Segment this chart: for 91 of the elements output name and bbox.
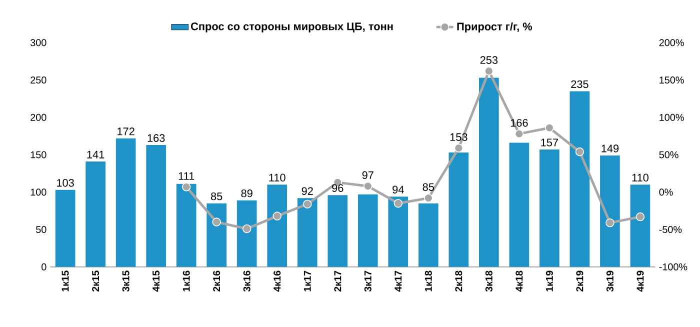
- x-tick-label: 4к15: [152, 270, 160, 292]
- x-tick-label: 1к15: [62, 270, 69, 292]
- bar: [297, 198, 318, 267]
- point: [242, 224, 252, 233]
- bar: [55, 190, 76, 267]
- data-label: 103: [57, 178, 74, 187]
- x-tick-label: 3к19: [606, 270, 614, 292]
- x-tick-label: 3к15: [122, 270, 130, 292]
- x-tick-label: 2к16: [213, 270, 220, 292]
- data-label: 149: [602, 144, 619, 152]
- y-tick-label: 250: [30, 76, 46, 84]
- data-label: 96: [332, 184, 344, 192]
- y-tick-label: 50: [36, 226, 46, 233]
- bar: [540, 149, 560, 267]
- point: [454, 143, 464, 152]
- data-label: 141: [87, 150, 104, 158]
- x-tick-label: 2к18: [455, 270, 462, 292]
- point: [636, 212, 645, 221]
- y-tick-label: 100: [30, 188, 46, 196]
- data-label: 157: [541, 138, 558, 146]
- bar: [630, 184, 650, 267]
- data-label: 89: [241, 189, 252, 197]
- data-label: 85: [422, 183, 434, 191]
- bar: [388, 196, 408, 267]
- point: [424, 194, 433, 202]
- point: [514, 129, 524, 138]
- point: [575, 147, 584, 156]
- data-label: 253: [480, 56, 498, 64]
- x-tick-label: 1к18: [424, 270, 432, 292]
- y2-tick-label: 200%: [659, 38, 684, 46]
- x-tick-label: 2к17: [334, 270, 342, 292]
- y2-tick-label: 150%: [660, 76, 684, 84]
- x-tick-label: 4к16: [274, 270, 281, 292]
- data-label: 94: [392, 186, 404, 194]
- point: [606, 218, 614, 227]
- bar: [206, 203, 227, 267]
- bar: [267, 184, 288, 267]
- legend-label: Прирост г/г, %: [457, 22, 532, 32]
- bar: [600, 155, 620, 267]
- point: [303, 200, 312, 208]
- bar: [146, 144, 166, 267]
- y2-tick-label: -100%: [659, 263, 688, 270]
- y2-tick-label: 0%: [659, 188, 673, 196]
- data-label: 163: [148, 134, 165, 142]
- bar: [176, 184, 196, 267]
- data-label: 235: [571, 80, 588, 88]
- point: [182, 182, 191, 192]
- point: [212, 217, 221, 226]
- data-label: 172: [118, 127, 134, 135]
- x-tick-label: 3к17: [364, 270, 372, 292]
- bar: [418, 203, 438, 267]
- y-tick-label: 150: [30, 151, 46, 158]
- data-label: 92: [302, 187, 313, 195]
- bar: [509, 142, 530, 267]
- x-tick-label: 3к18: [485, 270, 492, 292]
- point: [545, 123, 554, 132]
- data-label: 153: [450, 133, 468, 141]
- bar: [236, 200, 257, 267]
- point: [364, 182, 372, 190]
- y-tick-label: 0: [42, 263, 46, 270]
- data-label: 110: [632, 174, 648, 182]
- y2-tick-label: 50%: [659, 151, 678, 158]
- data-label: 110: [269, 174, 286, 182]
- data-label: 97: [362, 171, 374, 179]
- x-tick-label: 4к19: [636, 270, 644, 292]
- x-tick-label: 1к16: [182, 270, 190, 292]
- point: [394, 198, 403, 208]
- point: [484, 66, 494, 76]
- bar: [479, 78, 499, 267]
- y-tick-label: 200: [30, 114, 46, 121]
- bar: [448, 152, 469, 267]
- point: [272, 211, 282, 220]
- data-label: 85: [210, 192, 222, 200]
- x-tick-label: 1к19: [546, 270, 553, 292]
- x-tick-label: 2к19: [576, 270, 584, 292]
- x-tick-label: 4к18: [516, 270, 523, 292]
- data-label: 166: [510, 118, 528, 127]
- x-tick-label: 3к16: [243, 270, 250, 292]
- bar: [86, 161, 106, 267]
- bar: [116, 138, 136, 267]
- x-tick-label: 2к15: [92, 270, 100, 292]
- legend-label: Спрос со стороны мировых ЦБ, тонн: [190, 22, 393, 32]
- y2-tick-label: -50%: [659, 226, 682, 233]
- bar: [328, 194, 348, 267]
- x-tick-label: 4к17: [394, 270, 402, 292]
- x-tick-label: 1к17: [304, 270, 311, 292]
- y2-tick-label: 100%: [660, 114, 684, 121]
- data-label: 111: [178, 172, 194, 180]
- bar: [358, 194, 378, 267]
- bar: [570, 91, 590, 267]
- y-tick-label: 300: [30, 38, 46, 46]
